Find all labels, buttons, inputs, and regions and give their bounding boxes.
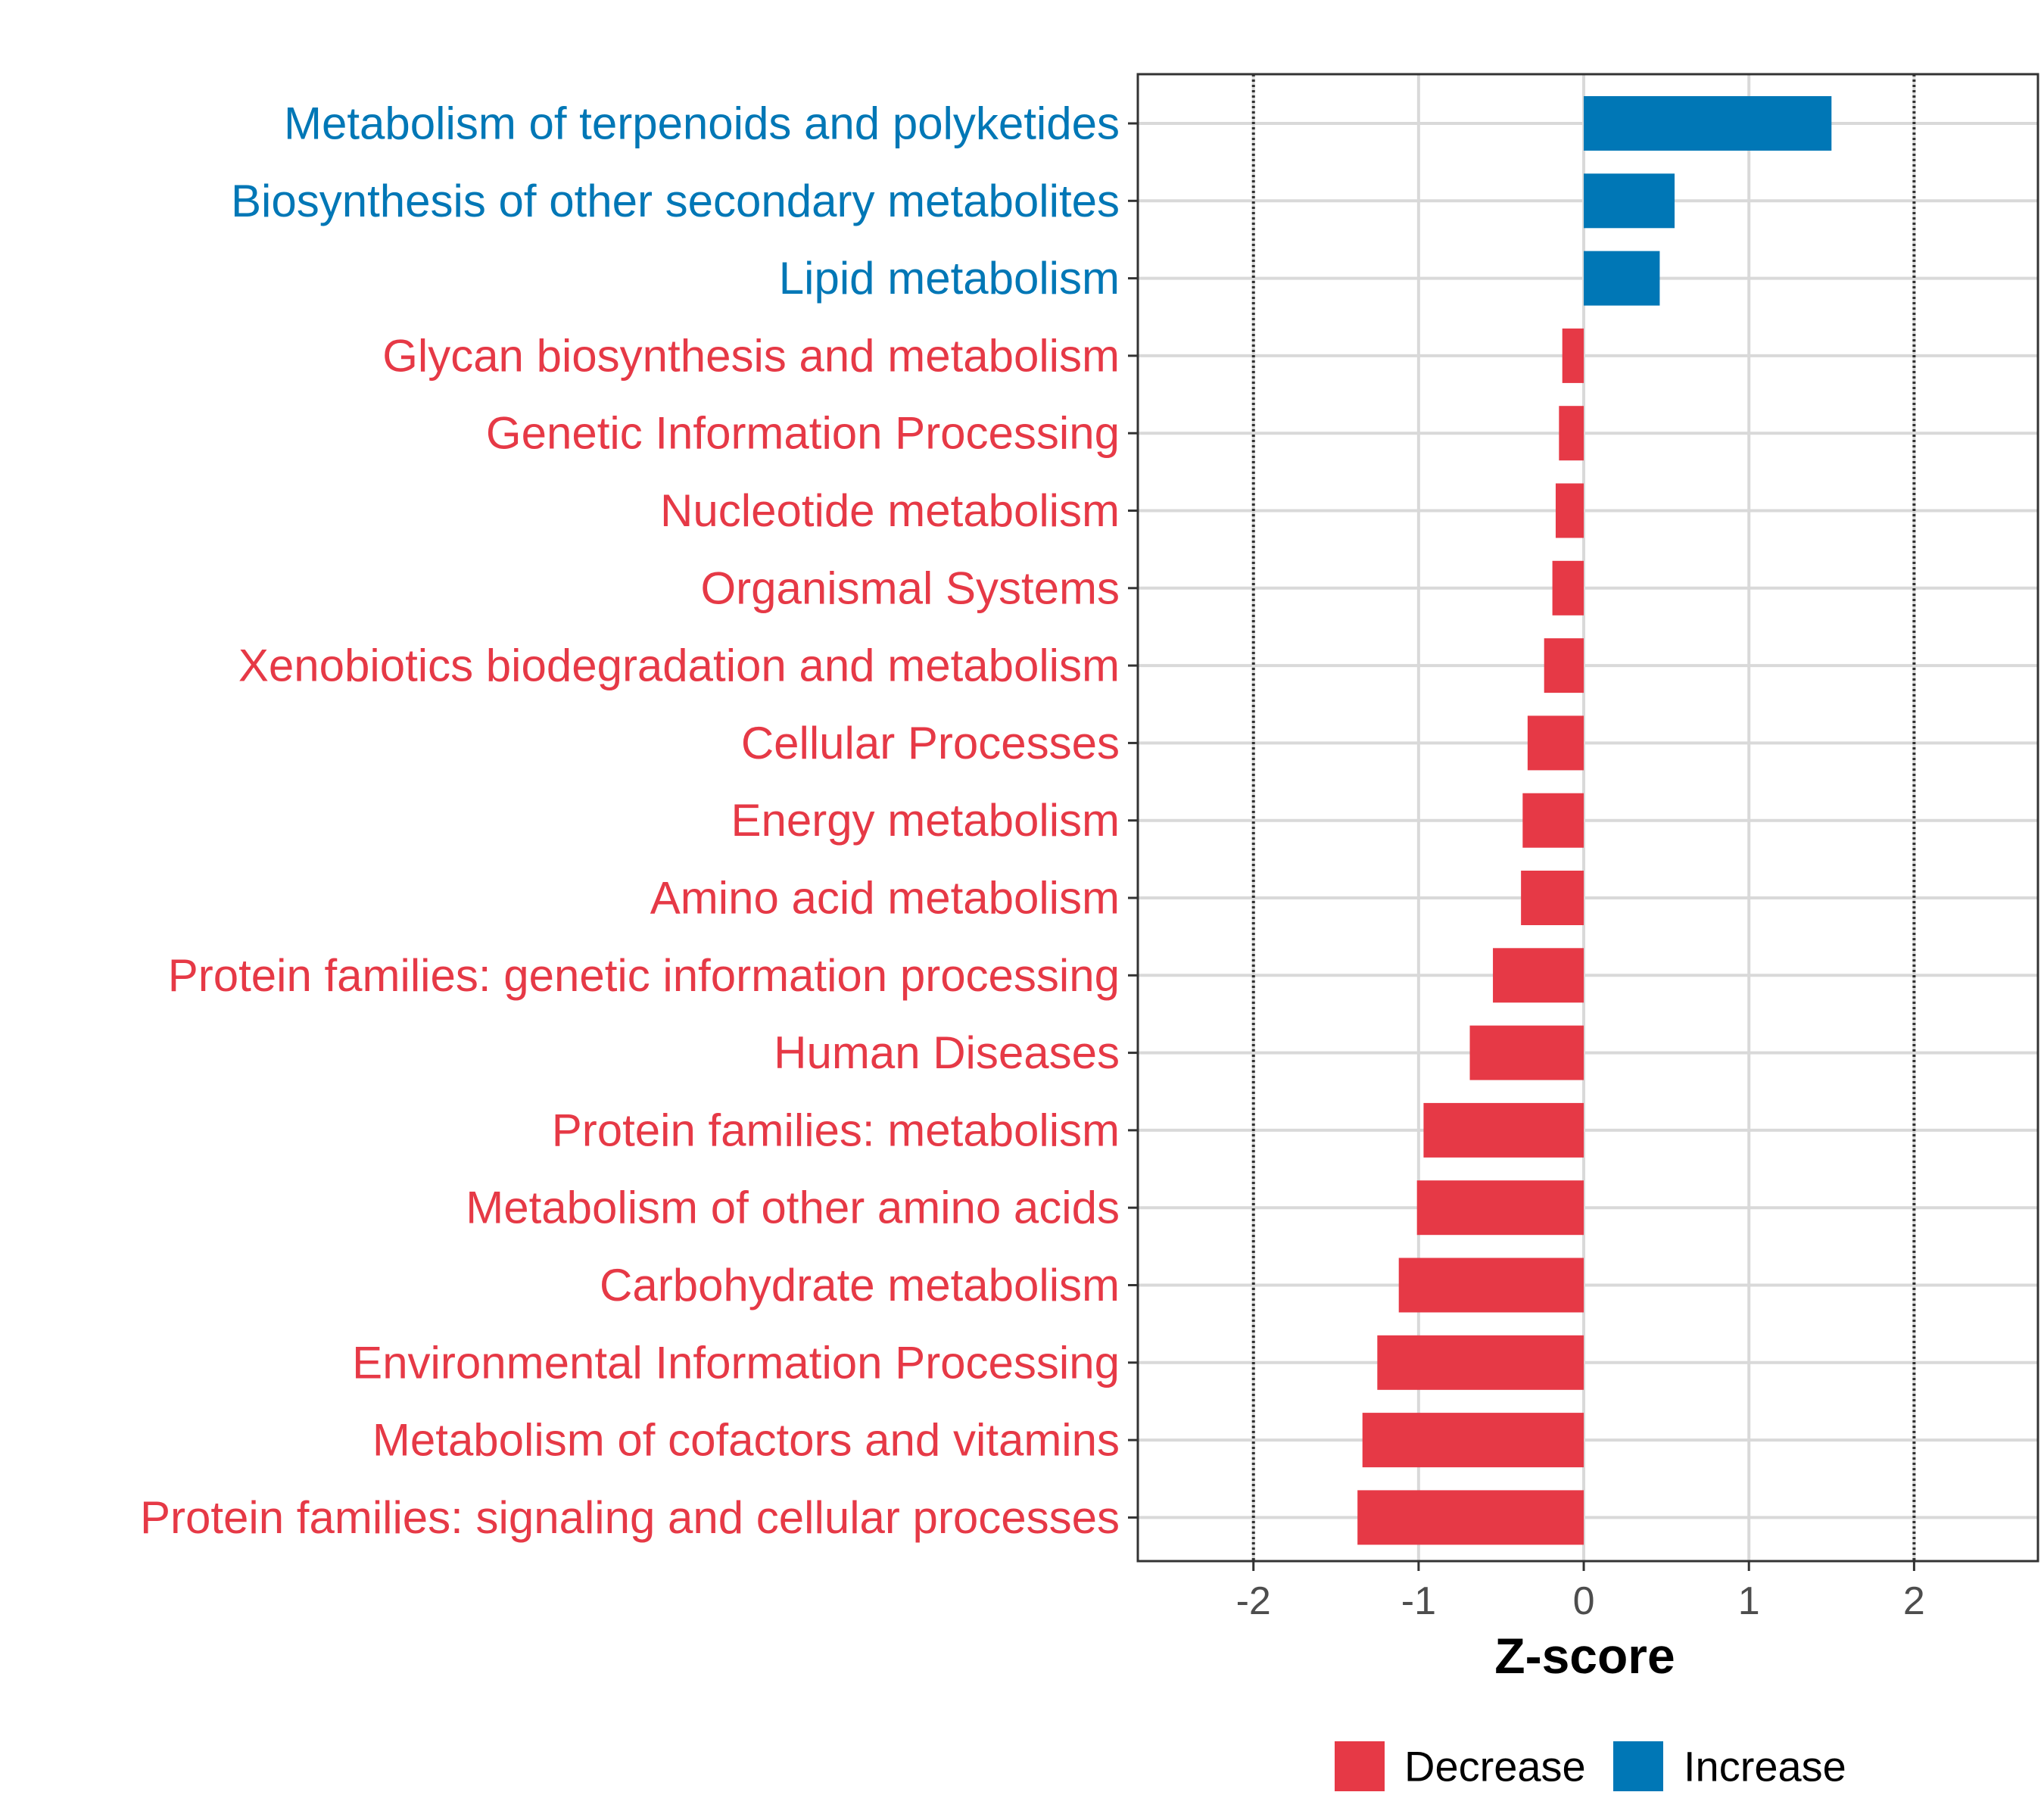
category-label: Protein families: genetic information pr… [168, 950, 1120, 1001]
bar-decrease [1555, 483, 1584, 538]
bar-decrease [1559, 406, 1584, 461]
bars [1357, 96, 1832, 1545]
x-tick-label: 2 [1903, 1579, 1925, 1623]
category-label: Metabolism of cofactors and vitamins [372, 1415, 1120, 1466]
category-label: Glycan biosynthesis and metabolism [382, 330, 1120, 381]
legend-swatch-increase [1613, 1741, 1663, 1791]
bar-increase [1584, 96, 1832, 151]
bar-decrease [1522, 793, 1584, 848]
category-label: Biosynthesis of other secondary metaboli… [231, 176, 1120, 226]
bar-decrease [1521, 871, 1584, 925]
bar-decrease [1544, 638, 1584, 693]
bar-decrease [1362, 1413, 1584, 1468]
x-tick-label: -2 [1236, 1579, 1271, 1623]
reference-lines [1251, 74, 1916, 1561]
category-label: Nucleotide metabolism [660, 485, 1120, 536]
bar-decrease [1423, 1102, 1584, 1158]
category-label: Genetic Information Processing [486, 408, 1120, 459]
bar-decrease [1562, 328, 1584, 383]
legend-swatch-decrease [1335, 1741, 1385, 1791]
category-label: Metabolism of other amino acids [466, 1183, 1120, 1233]
y-axis-ticks [1128, 122, 1138, 1519]
y-axis-labels: Metabolism of terpenoids and polyketides… [140, 98, 1120, 1543]
category-label: Carbohydrate metabolism [600, 1260, 1120, 1311]
bar-decrease [1493, 948, 1584, 1003]
category-label: Human Diseases [774, 1027, 1120, 1078]
bar-decrease [1416, 1180, 1584, 1236]
bar-decrease [1377, 1335, 1584, 1390]
category-label: Lipid metabolism [779, 253, 1120, 304]
category-label: Cellular Processes [741, 718, 1120, 768]
category-label: Amino acid metabolism [650, 873, 1120, 924]
category-label: Environmental Information Processing [352, 1337, 1120, 1388]
category-label: Metabolism of terpenoids and polyketides [284, 98, 1120, 149]
bar-increase [1584, 251, 1660, 306]
category-label: Xenobiotics biodegradation and metabolis… [238, 640, 1120, 691]
x-axis-ticks: -2 -1 0 1 2 [1236, 1561, 1925, 1623]
bar-decrease [1357, 1490, 1584, 1545]
legend: Decrease Increase [1335, 1741, 1846, 1791]
category-label: Protein families: metabolism [552, 1105, 1120, 1155]
bar-increase [1584, 173, 1675, 229]
category-label: Energy metabolism [731, 795, 1120, 846]
x-tick-label: 1 [1738, 1579, 1760, 1623]
plot-panel-border [1136, 73, 2039, 1563]
grid-lines [1138, 74, 2038, 1561]
legend-label-increase: Increase [1684, 1743, 1846, 1791]
x-tick-label: -1 [1401, 1579, 1436, 1623]
bar-decrease [1398, 1258, 1584, 1313]
bar-decrease [1527, 715, 1584, 771]
x-tick-label: 0 [1573, 1579, 1595, 1623]
x-axis-title: Z-score [1494, 1628, 1675, 1684]
bar-decrease [1552, 560, 1584, 616]
bar-decrease [1469, 1025, 1584, 1080]
category-label: Organismal Systems [701, 563, 1120, 613]
category-label: Protein families: signaling and cellular… [140, 1492, 1120, 1543]
legend-label-decrease: Decrease [1404, 1743, 1586, 1791]
